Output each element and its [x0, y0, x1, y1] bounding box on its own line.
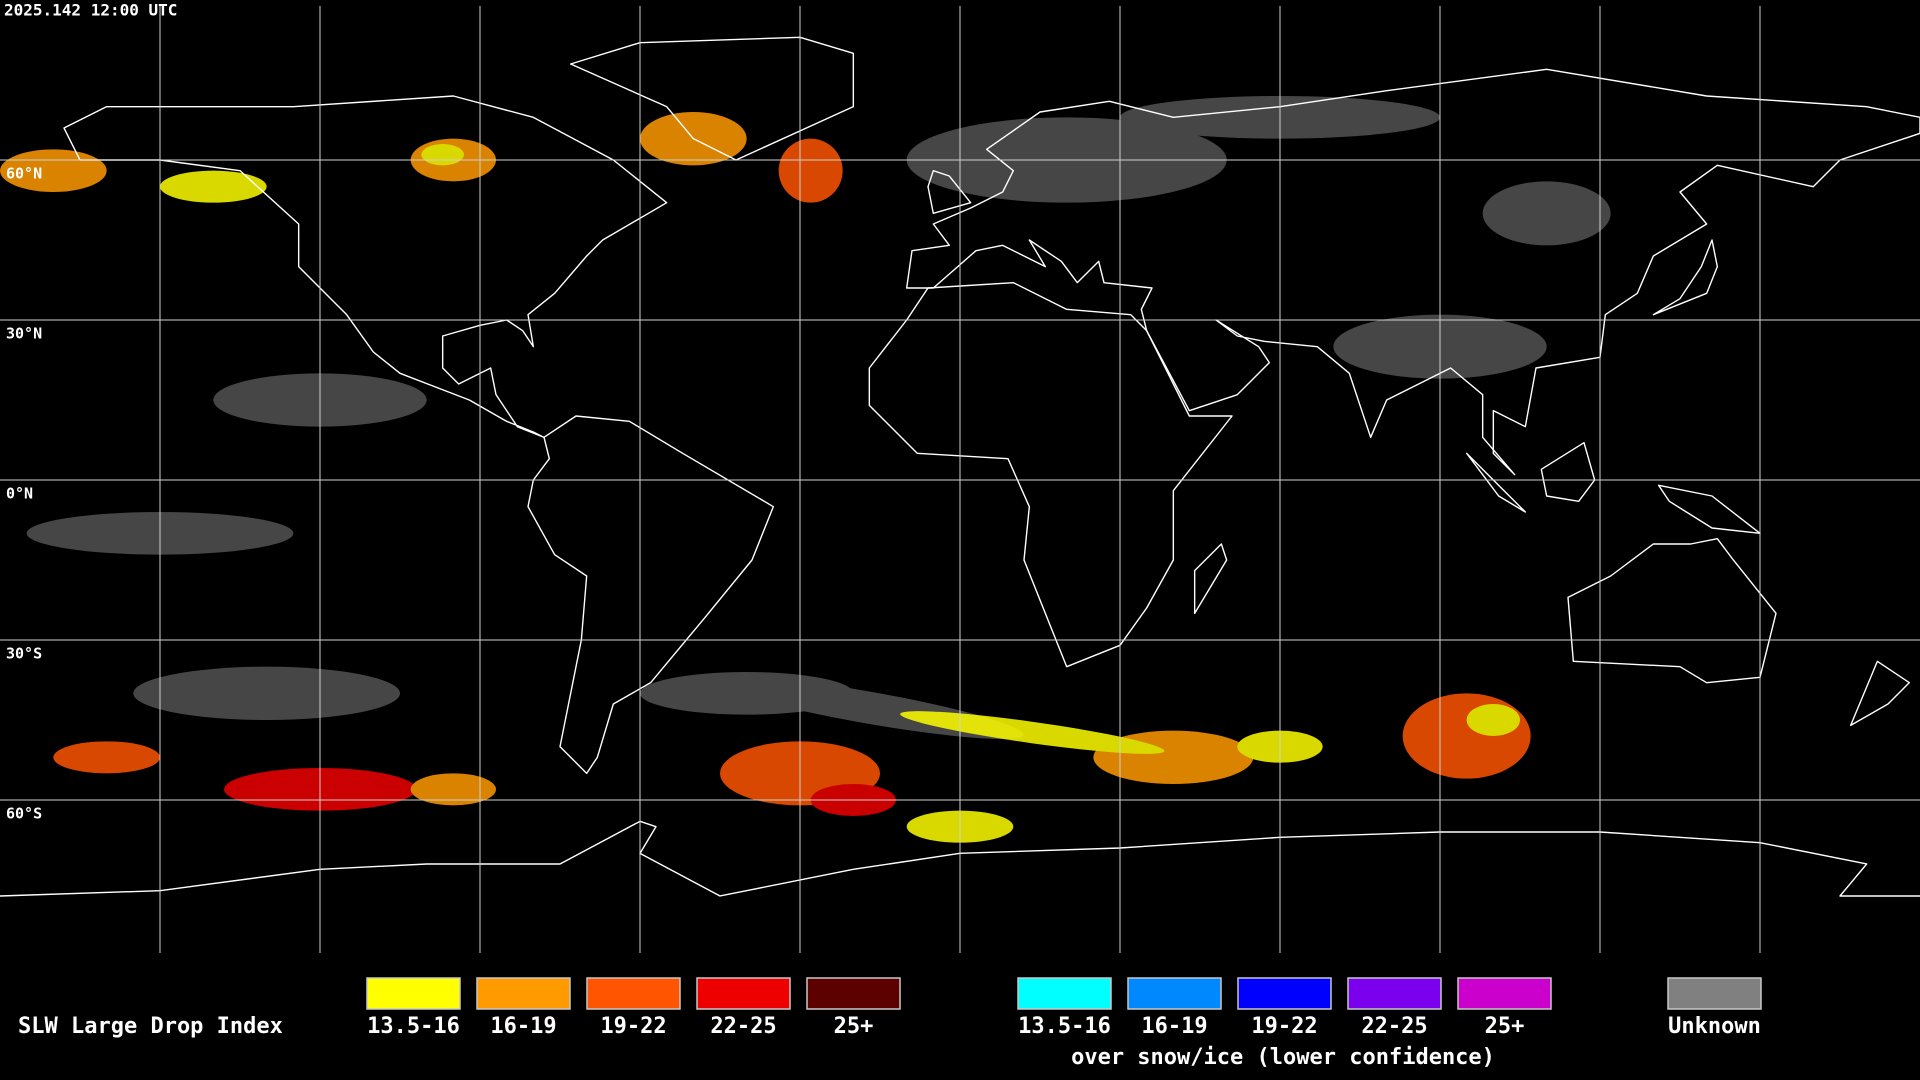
legend-swatch — [476, 977, 571, 1010]
legend-swatch — [1457, 977, 1552, 1010]
lat-label: 60°S — [6, 805, 42, 823]
legend-swatch — [1237, 977, 1332, 1010]
legend-label: Unknown — [1668, 1014, 1761, 1039]
legend-label: 16-19 — [490, 1014, 556, 1039]
slw-field — [0, 96, 1611, 843]
timestamp: 2025.142 12:00 UTC — [4, 1, 177, 20]
lat-label: 0°N — [6, 485, 33, 503]
legend-swatch — [696, 977, 791, 1010]
legend-label: 16-19 — [1141, 1014, 1207, 1039]
legend-label: 19-22 — [1251, 1014, 1317, 1039]
coast — [528, 416, 773, 773]
coast — [1659, 485, 1760, 533]
graticule — [0, 6, 1920, 953]
legend-label: 25+ — [1485, 1014, 1525, 1039]
legend-label: 13.5-16 — [367, 1014, 460, 1039]
legend-caption: over snow/ice (lower confidence) — [1071, 1045, 1495, 1070]
coast — [1568, 539, 1776, 683]
lat-label: 30°N — [6, 325, 42, 343]
coast — [1541, 443, 1594, 502]
legend-swatch — [1347, 977, 1442, 1010]
map — [0, 6, 1920, 953]
coast — [869, 283, 1232, 667]
legend-swatch — [586, 977, 681, 1010]
legend-swatch — [1017, 977, 1112, 1010]
legend-swatch — [1667, 977, 1762, 1010]
coast — [907, 69, 1920, 474]
legend-title: SLW Large Drop Index — [18, 1014, 283, 1039]
coast — [1851, 661, 1910, 725]
coast — [64, 96, 667, 437]
legend-label: 22-25 — [1361, 1014, 1427, 1039]
legend-label: 13.5-16 — [1018, 1014, 1111, 1039]
legend-swatch — [366, 977, 461, 1010]
coast — [1653, 240, 1717, 315]
legend-swatch — [1127, 977, 1222, 1010]
legend-label: 25+ — [834, 1014, 874, 1039]
lat-label: 30°S — [6, 645, 42, 663]
coast — [1467, 453, 1526, 512]
coast — [1195, 544, 1227, 613]
legend-label: 22-25 — [710, 1014, 776, 1039]
coast — [928, 171, 971, 214]
coast — [571, 37, 854, 160]
legend-label: 19-22 — [600, 1014, 666, 1039]
lat-label: 60°N — [6, 165, 42, 183]
legend-swatch — [806, 977, 901, 1010]
